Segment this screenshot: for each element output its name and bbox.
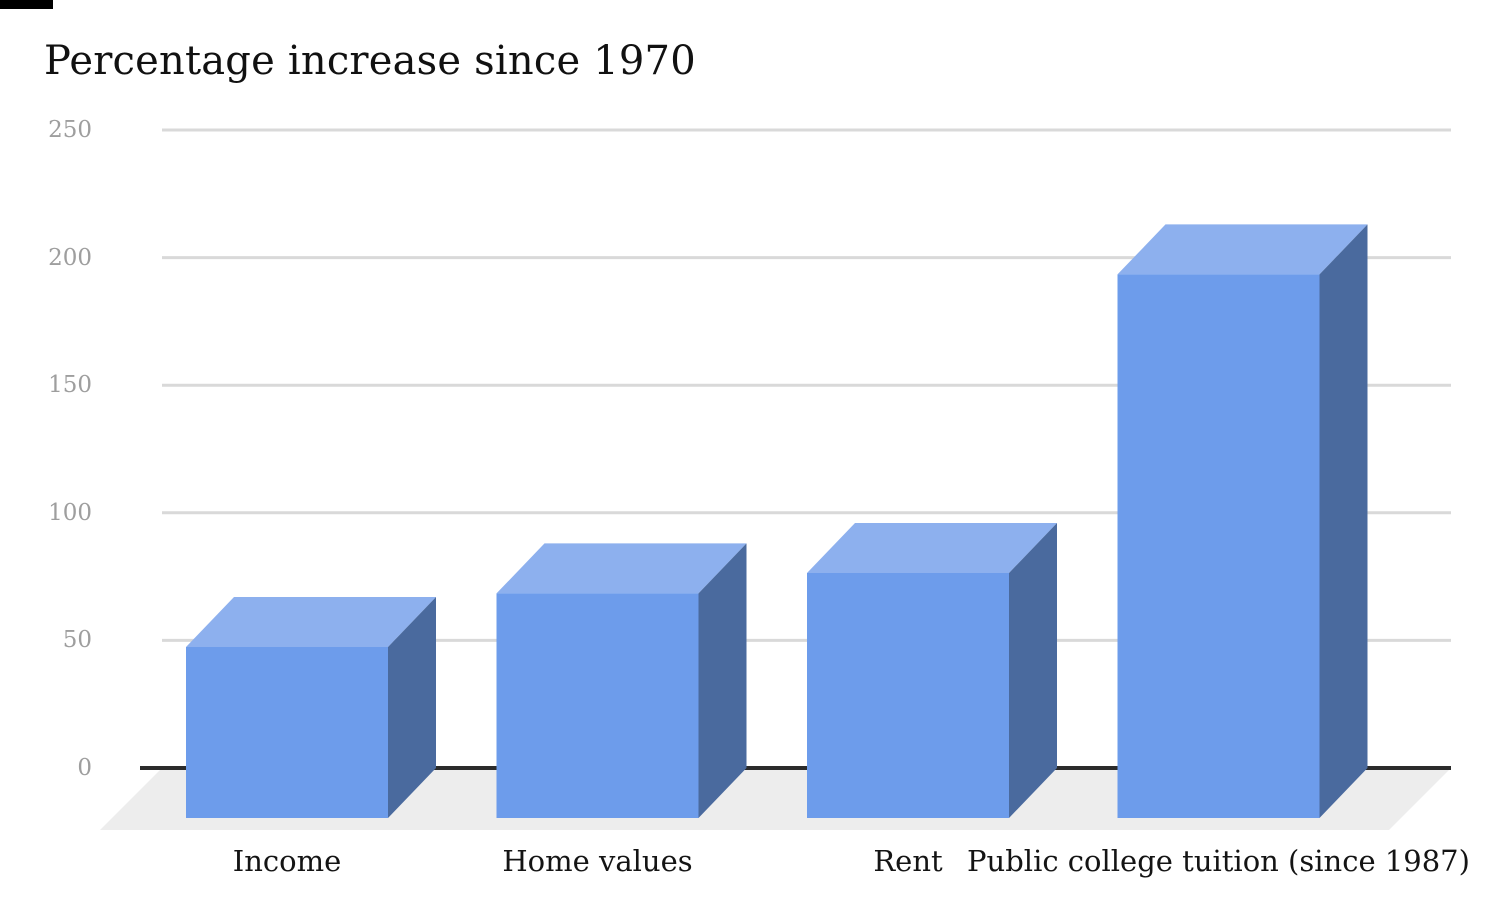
bar-home-values-top-face xyxy=(496,543,747,594)
x-category-label-3: Rent xyxy=(873,844,943,878)
bar-rent xyxy=(807,523,1057,818)
bar-income-side-face xyxy=(388,597,436,818)
x-category-label-2: Home values xyxy=(502,844,693,878)
y-tick-label-200: 200 xyxy=(48,244,92,271)
chart-floor xyxy=(100,768,1451,830)
chart-title: Percentage increase since 1970 xyxy=(44,38,696,84)
bar-home-values-front-face xyxy=(496,593,699,818)
y-tick-label-100: 100 xyxy=(48,499,92,526)
bar-public-college-tuition-since-1987-front-face xyxy=(1117,274,1320,818)
y-tick-label-50: 50 xyxy=(62,627,92,654)
bar-income-top-face xyxy=(186,597,436,648)
bar-public-college-tuition-since-1987-top-face xyxy=(1117,224,1368,275)
bar-public-college-tuition-since-1987-side-face xyxy=(1319,224,1368,818)
y-tick-label-250: 250 xyxy=(48,117,92,143)
bar-public-college-tuition-since-1987 xyxy=(1117,224,1368,818)
bar-rent-top-face xyxy=(807,523,1057,574)
y-tick-label-0: 0 xyxy=(77,755,92,781)
x-category-label-1: Income xyxy=(232,844,342,878)
top-left-screenshot-artifact xyxy=(0,0,53,9)
bar-rent-front-face xyxy=(807,573,1009,818)
bar-income-front-face xyxy=(186,647,388,818)
y-tick-label-150: 150 xyxy=(48,372,92,399)
x-category-label-4: Public college tuition (since 1987) xyxy=(967,844,1470,878)
bar-income xyxy=(186,597,436,818)
bar-home-values-side-face xyxy=(698,543,747,818)
bar-rent-side-face xyxy=(1009,523,1057,818)
bar-home-values xyxy=(496,543,747,818)
